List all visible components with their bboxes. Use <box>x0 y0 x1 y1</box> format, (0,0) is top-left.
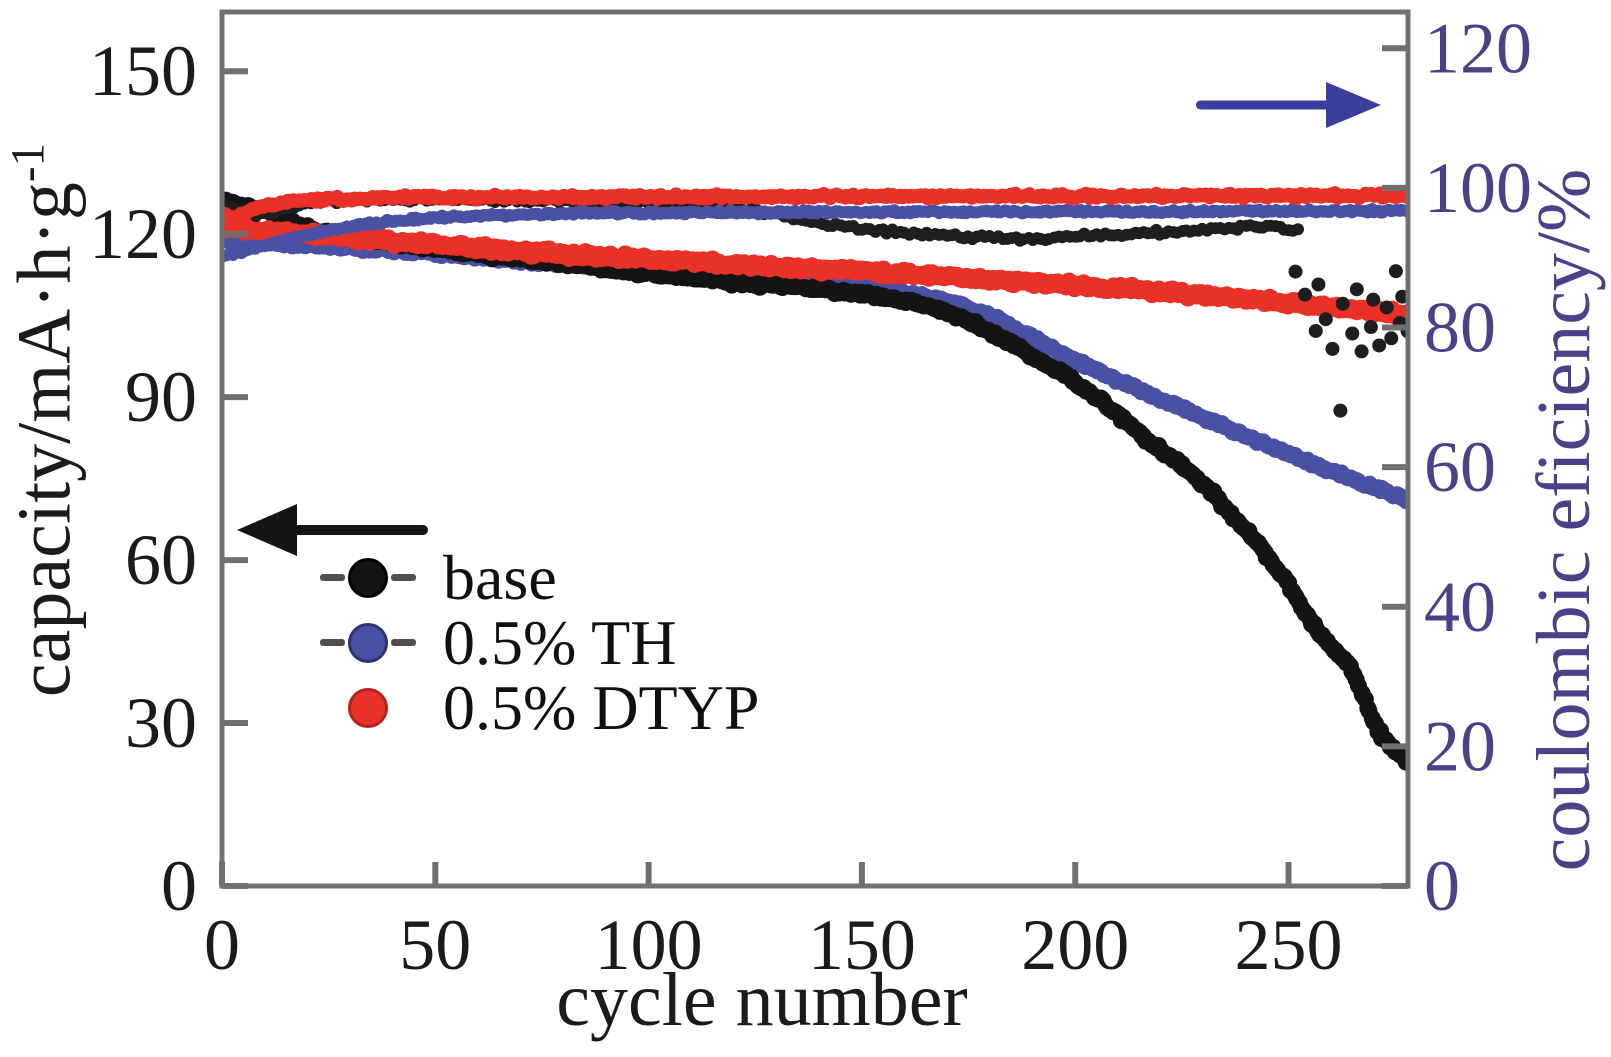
x-axis-title: cycle number <box>556 958 968 1042</box>
left-axis-arrow <box>237 504 428 556</box>
series-0-5-dtyp-coulombic-efficiency <box>224 186 1406 225</box>
data-points-layer <box>224 186 1406 771</box>
y-left-tick-label: 120 <box>89 194 197 274</box>
y-right-tick-label: 0 <box>1424 846 1460 926</box>
y-left-tick-label: 0 <box>161 846 197 926</box>
legend-dash <box>320 639 345 646</box>
legend-label: 0.5% DTYP <box>443 671 760 743</box>
x-tick-label: 250 <box>1235 905 1343 985</box>
series-0-5-th-coulombic-efficiency <box>224 202 1406 263</box>
y-left-axis-title: capacity/mA·h·g-1 <box>2 142 87 698</box>
x-tick-label: 0 <box>204 905 240 985</box>
legend-color-dot <box>348 687 388 728</box>
legend-marker-dot <box>318 557 418 598</box>
x-tick-label: 200 <box>1021 905 1129 985</box>
legend-item-0-5-th: 0.5% TH <box>318 610 759 675</box>
series-base-efficiency-outliers <box>1288 264 1406 418</box>
y-right-tick-label: 80 <box>1424 288 1496 368</box>
legend-marker-dot <box>318 687 418 728</box>
y-left-tick-label: 60 <box>125 520 197 600</box>
y-right-tick-label: 120 <box>1424 8 1532 88</box>
legend-item-0-5-dtyp: 0.5% DTYP <box>318 675 759 740</box>
plot-frame <box>219 9 1411 889</box>
axis-ticks <box>219 45 1408 889</box>
legend-dash <box>320 574 345 581</box>
legend: base 0.5% TH 0.5% DTYP <box>318 545 759 740</box>
legend-color-dot <box>348 557 388 598</box>
y-left-tick-label: 150 <box>89 31 197 111</box>
y-left-title-superscript: -1 <box>2 142 55 183</box>
right-axis-arrow <box>1196 82 1381 128</box>
y-left-tick-label: 30 <box>125 683 197 763</box>
x-tick-label: 50 <box>399 905 471 985</box>
y-right-tick-label: 40 <box>1424 567 1496 647</box>
y-right-tick-label: 20 <box>1424 706 1496 786</box>
legend-label: base <box>443 541 557 613</box>
legend-item-base: base <box>318 545 759 610</box>
legend-color-dot <box>348 622 388 663</box>
y-left-tick-label: 90 <box>125 357 197 437</box>
x-tick-label: 100 <box>595 905 703 985</box>
legend-dash <box>391 639 416 646</box>
legend-dash <box>391 574 416 581</box>
legend-label: 0.5% TH <box>443 606 677 678</box>
series-0-5-dtyp-capacity <box>224 216 1406 326</box>
legend-marker-dot <box>318 622 418 663</box>
y-right-tick-label: 100 <box>1424 148 1532 228</box>
y-right-axis-title: coulombic eficiency/% <box>1522 168 1606 872</box>
x-tick-label: 150 <box>808 905 916 985</box>
y-right-tick-label: 60 <box>1424 427 1496 507</box>
axis-tick-labels: 0 30 60 90 120 150 0 50 100 150 200 250 0 20 40 60 80 100… <box>89 8 1532 985</box>
